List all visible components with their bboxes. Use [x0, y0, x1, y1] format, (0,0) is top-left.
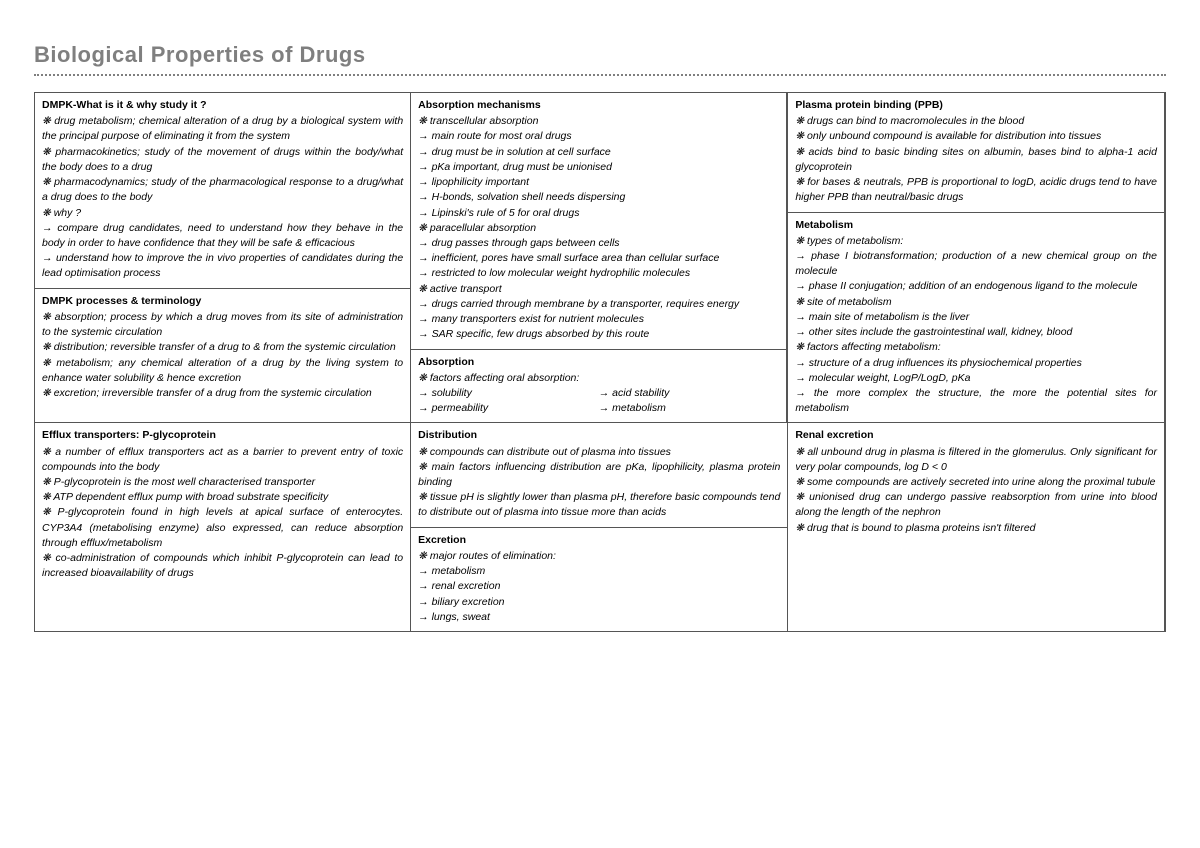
text-line: ❋ some compounds are actively secreted i…	[795, 475, 1157, 490]
text-line: → understand how to improve the in vivo …	[42, 251, 403, 281]
text-line: ❋ main factors influencing distribution …	[418, 460, 780, 490]
text-line: ❋ transcellular absorption	[418, 114, 779, 129]
cell-dmpk-proc: DMPK processes & terminology ❋ absorptio…	[35, 289, 410, 408]
text-line: ❋ absorption; process by which a drug mo…	[42, 310, 403, 340]
text-line: → compare drug candidates, need to under…	[42, 221, 403, 251]
text-line: ❋ P-glycoprotein found in high levels at…	[42, 505, 403, 551]
text-line: → H-bonds, solvation shell needs dispers…	[418, 190, 779, 205]
text-line: ❋ a number of efflux transporters act as…	[42, 445, 403, 475]
text-line: → phase I biotransformation; production …	[795, 249, 1157, 279]
text-line: ❋ distribution; reversible transfer of a…	[42, 340, 403, 355]
text-line: → many transporters exist for nutrient m…	[418, 312, 779, 327]
text-line: → drugs carried through membrane by a tr…	[418, 297, 779, 312]
text-line: → Lipinski's rule of 5 for oral drugs	[418, 206, 779, 221]
text-line: ❋ unionised drug can undergo passive rea…	[795, 490, 1157, 520]
cell-title: Metabolism	[795, 218, 1157, 233]
text-line: → solubility	[418, 386, 599, 401]
text-line: ❋ why ?	[42, 206, 403, 221]
cell-renal: Renal excretion ❋ all unbound drug in pl…	[788, 423, 1164, 631]
text-line: → the more complex the structure, the mo…	[795, 386, 1157, 416]
cell-excretion: Excretion ❋ major routes of elimination:…	[411, 528, 787, 631]
text-line: → drug must be in solution at cell surfa…	[418, 145, 779, 160]
text-line: ❋ drug that is bound to plasma proteins …	[795, 521, 1157, 536]
page-title: Biological Properties of Drugs	[34, 42, 1166, 68]
text-line: → other sites include the gastrointestin…	[795, 325, 1157, 340]
cell-title: Efflux transporters: P-glycoprotein	[42, 428, 403, 443]
cell-efflux: Efflux transporters: P-glycoprotein ❋ a …	[35, 423, 410, 631]
text-line: → biliary excretion	[418, 595, 780, 610]
cell-title: Excretion	[418, 533, 780, 548]
text-line: ❋ ATP dependent efflux pump with broad s…	[42, 490, 403, 505]
text-line: → phase II conjugation; addition of an e…	[795, 279, 1157, 294]
cell-distribution: Distribution ❋ compounds can distribute …	[411, 423, 787, 527]
cell-ppb: Plasma protein binding (PPB) ❋ drugs can…	[788, 93, 1164, 213]
text-line: → inefficient, pores have small surface …	[418, 251, 779, 266]
cell-title: DMPK-What is it & why study it ?	[42, 98, 403, 113]
text-line: ❋ types of metabolism:	[795, 234, 1157, 249]
text-line: ❋ P-glycoprotein is the most well charac…	[42, 475, 403, 490]
cell-title: Distribution	[418, 428, 780, 443]
text-line: → molecular weight, LogP/LogD, pKa	[795, 371, 1157, 386]
divider	[34, 74, 1166, 76]
cell-abs-mech: Absorption mechanisms ❋ transcellular ab…	[411, 93, 786, 350]
text-line: → lipophilicity important	[418, 175, 779, 190]
text-line: ❋ factors affecting metabolism:	[795, 340, 1157, 355]
text-line: ❋ tissue pH is slightly lower than plasm…	[418, 490, 780, 520]
cell-title: Absorption mechanisms	[418, 98, 779, 113]
cell-title: DMPK processes & terminology	[42, 294, 403, 309]
text-line: ❋ for bases & neutrals, PPB is proportio…	[795, 175, 1157, 205]
text-line: ❋ co-administration of compounds which i…	[42, 551, 403, 581]
text-line: → renal excretion	[418, 579, 780, 594]
text-line: ❋ paracellular absorption	[418, 221, 779, 236]
text-line: → permeability	[418, 401, 599, 416]
text-line: → pKa important, drug must be unionised	[418, 160, 779, 175]
text-line: ❋ metabolism; any chemical alteration of…	[42, 356, 403, 386]
text-line: → SAR specific, few drugs absorbed by th…	[418, 327, 779, 342]
cell-title: Renal excretion	[795, 428, 1157, 443]
text-line: ❋ excretion; irreversible transfer of a …	[42, 386, 403, 401]
text-line: ❋ major routes of elimination:	[418, 549, 780, 564]
text-line: ❋ acids bind to basic binding sites on a…	[795, 145, 1157, 175]
cell-metabolism: Metabolism ❋ types of metabolism: → phas…	[788, 213, 1164, 424]
text-line: → main route for most oral drugs	[418, 129, 779, 144]
text-line: → restricted to low molecular weight hyd…	[418, 266, 779, 281]
text-line: → acid stability	[599, 386, 780, 401]
text-line: ❋ pharmacokinetics; study of the movemen…	[42, 145, 403, 175]
cell-absorption: Absorption ❋ factors affecting oral abso…	[411, 350, 786, 423]
cell-dmpk-what: DMPK-What is it & why study it ? ❋ drug …	[35, 93, 410, 289]
text-line: ❋ factors affecting oral absorption:	[418, 371, 779, 386]
text-line: ❋ compounds can distribute out of plasma…	[418, 445, 780, 460]
text-line: → metabolism	[599, 401, 780, 416]
content-grid: DMPK-What is it & why study it ? ❋ drug …	[34, 92, 1166, 632]
cell-title: Absorption	[418, 355, 779, 370]
text-line: ❋ drug metabolism; chemical alteration o…	[42, 114, 403, 144]
text-line: ❋ all unbound drug in plasma is filtered…	[795, 445, 1157, 475]
text-line: ❋ pharmacodynamics; study of the pharmac…	[42, 175, 403, 205]
text-line: → lungs, sweat	[418, 610, 780, 625]
text-line: ❋ drugs can bind to macromolecules in th…	[795, 114, 1157, 129]
text-line: → main site of metabolism is the liver	[795, 310, 1157, 325]
text-line: ❋ site of metabolism	[795, 295, 1157, 310]
cell-title: Plasma protein binding (PPB)	[795, 98, 1157, 113]
text-line: → metabolism	[418, 564, 780, 579]
text-line: ❋ active transport	[418, 282, 779, 297]
text-line: → drug passes through gaps between cells	[418, 236, 779, 251]
text-line: → structure of a drug influences its phy…	[795, 356, 1157, 371]
text-line: ❋ only unbound compound is available for…	[795, 129, 1157, 144]
